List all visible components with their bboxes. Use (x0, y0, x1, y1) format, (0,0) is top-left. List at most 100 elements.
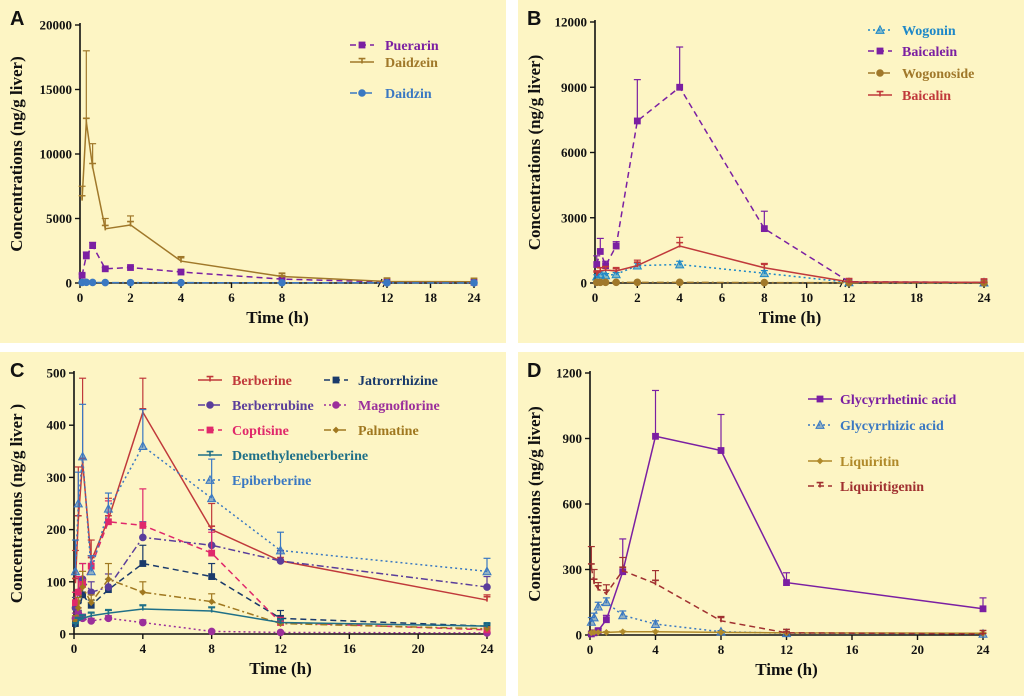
data-point (979, 605, 987, 613)
data-point (87, 599, 95, 607)
data-point (483, 595, 491, 602)
legend-item: Daidzein (350, 56, 438, 71)
data-point (760, 225, 768, 233)
data-point (208, 573, 216, 580)
legend-label: Daidzein (385, 56, 438, 71)
legend-marker (206, 375, 214, 382)
legend-label: Glycyrrhetinic acid (840, 393, 956, 408)
data-point (177, 268, 185, 276)
data-point (74, 588, 82, 596)
legend-label: Glycyrrhizic acid (840, 419, 944, 434)
x-tick-label: 0 (592, 290, 599, 305)
data-point (74, 616, 82, 623)
data-point (652, 579, 659, 586)
data-point (127, 220, 134, 227)
data-point (72, 599, 79, 607)
data-point (87, 617, 96, 625)
x-axis-label: Time (h) (755, 660, 818, 679)
data-point (593, 261, 601, 268)
panel-d (518, 352, 1024, 696)
y-tick-label: 3000 (561, 210, 587, 225)
data-point (596, 266, 604, 273)
data-point (207, 627, 216, 636)
y-axis-label: Concentrations (ng/g liver) (7, 56, 26, 251)
data-point (652, 432, 659, 440)
data-point (77, 451, 88, 461)
panel-label: B (527, 8, 541, 30)
legend-item: Glycyrrhetinic acid (808, 393, 956, 408)
data-point (675, 278, 684, 287)
data-point (105, 518, 112, 526)
data-point (587, 563, 595, 569)
legend-label: Baicalein (902, 45, 957, 60)
data-point (82, 252, 90, 260)
data-point (208, 598, 216, 606)
data-point (208, 549, 216, 557)
data-point (617, 610, 628, 620)
chart-d: D 0 4 8 12 16 20 24 0 300 600 900 1200 Time (h) Concen… (525, 360, 990, 679)
data-point (717, 628, 725, 636)
data-point (101, 224, 109, 231)
data-point (590, 628, 598, 636)
data-point (276, 557, 285, 565)
data-point (277, 618, 284, 625)
data-point (139, 533, 147, 542)
x-tick-label: 18 (910, 290, 924, 305)
series-line (81, 121, 475, 283)
data-point (676, 241, 684, 248)
legend-item: Baicalein (868, 45, 957, 60)
data-point (139, 560, 147, 567)
data-point (278, 278, 286, 287)
legend-marker (815, 419, 825, 429)
data-point (482, 566, 492, 576)
y-tick-label: 6000 (561, 145, 587, 160)
data-point (72, 577, 79, 584)
data-point (650, 618, 661, 628)
legend-item: Demethyleneberberine (198, 449, 368, 464)
data-point (105, 608, 112, 615)
data-point (483, 621, 491, 628)
data-point (79, 614, 87, 620)
data-point (139, 588, 147, 596)
legend-label: Daidzin (385, 87, 432, 102)
legend-item: Magnoflorine (324, 399, 440, 414)
data-point (101, 265, 109, 273)
data-point (759, 267, 770, 278)
data-point (602, 616, 610, 624)
data-point (619, 566, 627, 573)
data-point (845, 277, 853, 284)
data-point (470, 279, 478, 287)
y-tick-label: 200 (47, 522, 67, 537)
legend-marker (206, 401, 214, 409)
y-tick-label: 600 (563, 497, 583, 512)
legend-label: Coptisine (232, 424, 289, 439)
data-point (104, 583, 113, 591)
panel-label: D (527, 360, 541, 382)
data-point (652, 628, 659, 636)
data-point (88, 278, 97, 287)
x-axis-label: Time (h) (249, 659, 312, 678)
x-tick-label: 12 (274, 641, 287, 656)
x-tick-label: 2 (634, 290, 641, 305)
data-point (82, 278, 91, 287)
data-point (73, 498, 84, 508)
legend-item: Jatrorrhizine (324, 374, 438, 389)
y-tick-label: 0 (581, 276, 588, 291)
data-point (139, 522, 147, 529)
legend-marker (206, 426, 214, 434)
data-point (589, 612, 599, 622)
y-tick-label: 300 (563, 562, 583, 577)
legend-label: Palmatine (358, 424, 419, 439)
data-point (633, 278, 642, 287)
data-point (177, 278, 185, 287)
series-berberrubine (71, 521, 491, 612)
legend-label: Magnoflorine (358, 399, 440, 414)
data-point (104, 614, 113, 623)
y-tick-label: 9000 (561, 80, 587, 95)
data-point (717, 616, 725, 623)
x-axis-label: Time (h) (246, 308, 309, 327)
legend-marker (876, 90, 884, 97)
x-tick-label: 24 (468, 290, 482, 305)
series-epiberberine (70, 403, 492, 576)
x-tick-label: 4 (652, 642, 659, 657)
